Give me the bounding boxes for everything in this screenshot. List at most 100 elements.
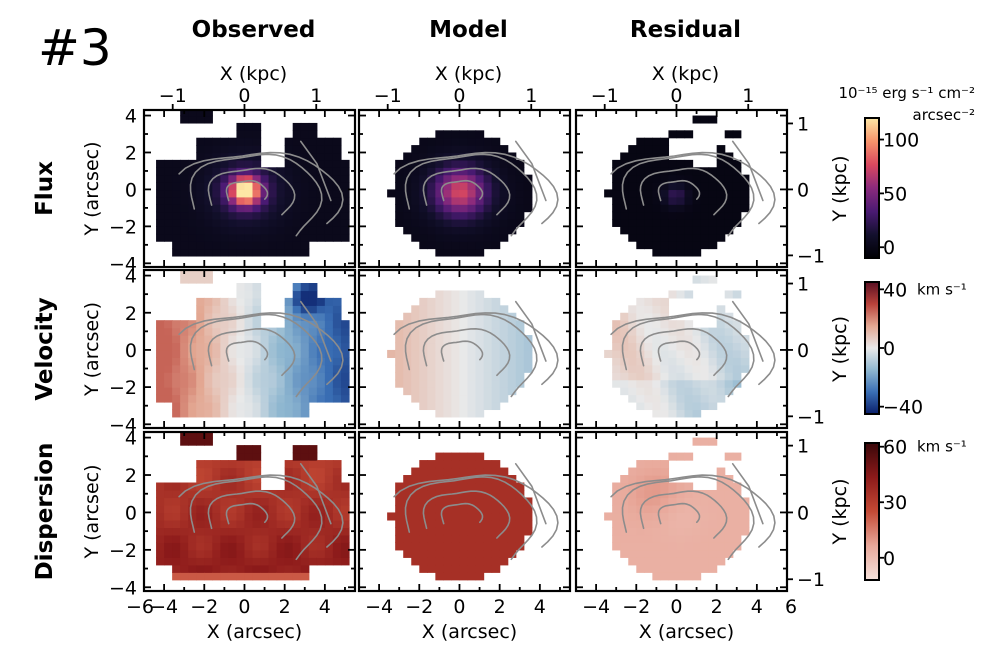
left-tick-label: 4 xyxy=(125,428,137,450)
column-title-mod: Model xyxy=(429,17,508,43)
top-tick-label: −1 xyxy=(591,85,619,107)
maps-layer xyxy=(156,110,776,581)
ticks xyxy=(144,110,355,267)
panel-frame-vel-mod xyxy=(357,268,572,430)
colorbar-tick-label: 100 xyxy=(883,130,919,152)
map-disp-res xyxy=(604,437,776,581)
row-title-disp: Dispersion xyxy=(32,443,58,581)
contours xyxy=(393,463,559,561)
left-tick-label: 4 xyxy=(125,106,137,128)
ticks xyxy=(359,110,570,267)
colorbar-flux xyxy=(864,117,880,259)
left-tick-label: 2 xyxy=(125,142,137,164)
left-tick-label: 0 xyxy=(125,179,137,201)
map-flux-mod xyxy=(387,130,559,257)
panel-frame-vel-obs xyxy=(142,268,357,430)
colorbar-unit: km s⁻¹ xyxy=(917,438,967,456)
panel-frame-vel-res xyxy=(574,268,789,430)
bottom-axis-title: X (arcsec) xyxy=(422,621,517,643)
ticks xyxy=(576,432,787,591)
top-tick-label: 1 xyxy=(310,85,322,107)
left-tick-label: 4 xyxy=(125,266,137,288)
bottom-tick-label: −4 xyxy=(582,596,610,618)
bottom-axis-title: X (arcsec) xyxy=(207,621,302,643)
colorbar-unit: km s⁻¹ xyxy=(917,280,967,298)
colorbar-tick-label: 60 xyxy=(883,437,907,459)
panel-frame-disp-res xyxy=(574,430,789,593)
map-flux-res xyxy=(604,115,776,257)
contours xyxy=(393,140,559,237)
right-axis-title: Y (kpc) xyxy=(829,316,851,383)
colorbar-disp xyxy=(864,442,880,581)
contours xyxy=(393,300,559,398)
right-tick-label: 1 xyxy=(797,113,809,135)
right-tick-label: 1 xyxy=(797,436,809,458)
panel-frame-disp-mod xyxy=(357,430,572,593)
right-tick-label: −1 xyxy=(797,569,825,591)
colorbar-tick-label: 30 xyxy=(883,492,907,514)
right-tick-label: 1 xyxy=(797,274,809,296)
contours xyxy=(178,463,344,561)
right-tick-label: −1 xyxy=(797,406,825,428)
right-tick-label: 0 xyxy=(797,340,809,362)
top-tick-label: −1 xyxy=(159,85,187,107)
bottom-tick-label: 0 xyxy=(453,596,465,618)
bottom-tick-label: −4 xyxy=(150,596,178,618)
left-tick-label: −2 xyxy=(109,377,137,399)
top-tick-label: 0 xyxy=(453,85,465,107)
map-disp-mod xyxy=(387,452,559,581)
contours xyxy=(178,300,344,398)
top-axis-title: X (kpc) xyxy=(220,63,287,85)
map-vel-mod xyxy=(387,290,559,418)
bottom-tick-label: −2 xyxy=(622,596,650,618)
contours xyxy=(610,463,776,561)
right-tick-label: 0 xyxy=(797,179,809,201)
left-axis-title: Y (arcsec) xyxy=(81,302,103,397)
colorbar-tick-label: 0 xyxy=(883,548,895,570)
bottom-tick-label: 0 xyxy=(670,596,682,618)
bottom-tick-label: −6 xyxy=(126,596,154,618)
right-axis-title: Y (kpc) xyxy=(829,479,851,546)
colorbar-vel xyxy=(864,281,880,415)
left-tick-label: 2 xyxy=(125,303,137,325)
panel-frame-flux-res xyxy=(574,108,789,269)
left-tick-label: −4 xyxy=(109,414,137,436)
left-axis-title: Y (arcsec) xyxy=(81,465,103,560)
ticks xyxy=(144,432,355,591)
bottom-tick-label: −2 xyxy=(190,596,218,618)
left-tick-label: 2 xyxy=(125,465,137,487)
left-tick-label: 0 xyxy=(125,502,137,524)
row-title-flux: Flux xyxy=(32,161,58,216)
ticks xyxy=(576,270,787,428)
panel-frame-flux-mod xyxy=(357,108,572,269)
panel-frame-disp-obs xyxy=(142,430,357,593)
bottom-tick-label: 2 xyxy=(494,596,506,618)
bottom-tick-label: −4 xyxy=(365,596,393,618)
left-axis-title: Y (arcsec) xyxy=(81,142,103,237)
top-axis-title: X (kpc) xyxy=(435,63,502,85)
contours xyxy=(178,140,344,237)
contours xyxy=(610,300,776,398)
left-tick-label: 0 xyxy=(125,340,137,362)
bottom-tick-label: 4 xyxy=(319,596,331,618)
left-tick-label: −2 xyxy=(109,540,137,562)
colorbar-tick-label: 0 xyxy=(883,338,895,360)
bottom-tick-label: 4 xyxy=(534,596,546,618)
column-title-res: Residual xyxy=(630,17,741,43)
left-tick-label: −2 xyxy=(109,216,137,238)
top-axis-title: X (kpc) xyxy=(652,63,719,85)
colorbar-tick-label: 40 xyxy=(883,279,907,301)
ticks xyxy=(359,432,570,591)
colorbar-tick-label: −40 xyxy=(883,397,923,419)
right-tick-label: 0 xyxy=(797,502,809,524)
left-tick-label: −4 xyxy=(109,577,137,599)
colorbar-unit: arcsec⁻² xyxy=(913,106,976,124)
top-tick-label: 0 xyxy=(670,85,682,107)
bottom-tick-label: 0 xyxy=(238,596,250,618)
ticks xyxy=(144,270,355,428)
top-tick-label: 1 xyxy=(525,85,537,107)
map-flux-obs xyxy=(156,110,350,257)
bottom-tick-label: −2 xyxy=(405,596,433,618)
bottom-axis-title: X (arcsec) xyxy=(639,621,734,643)
